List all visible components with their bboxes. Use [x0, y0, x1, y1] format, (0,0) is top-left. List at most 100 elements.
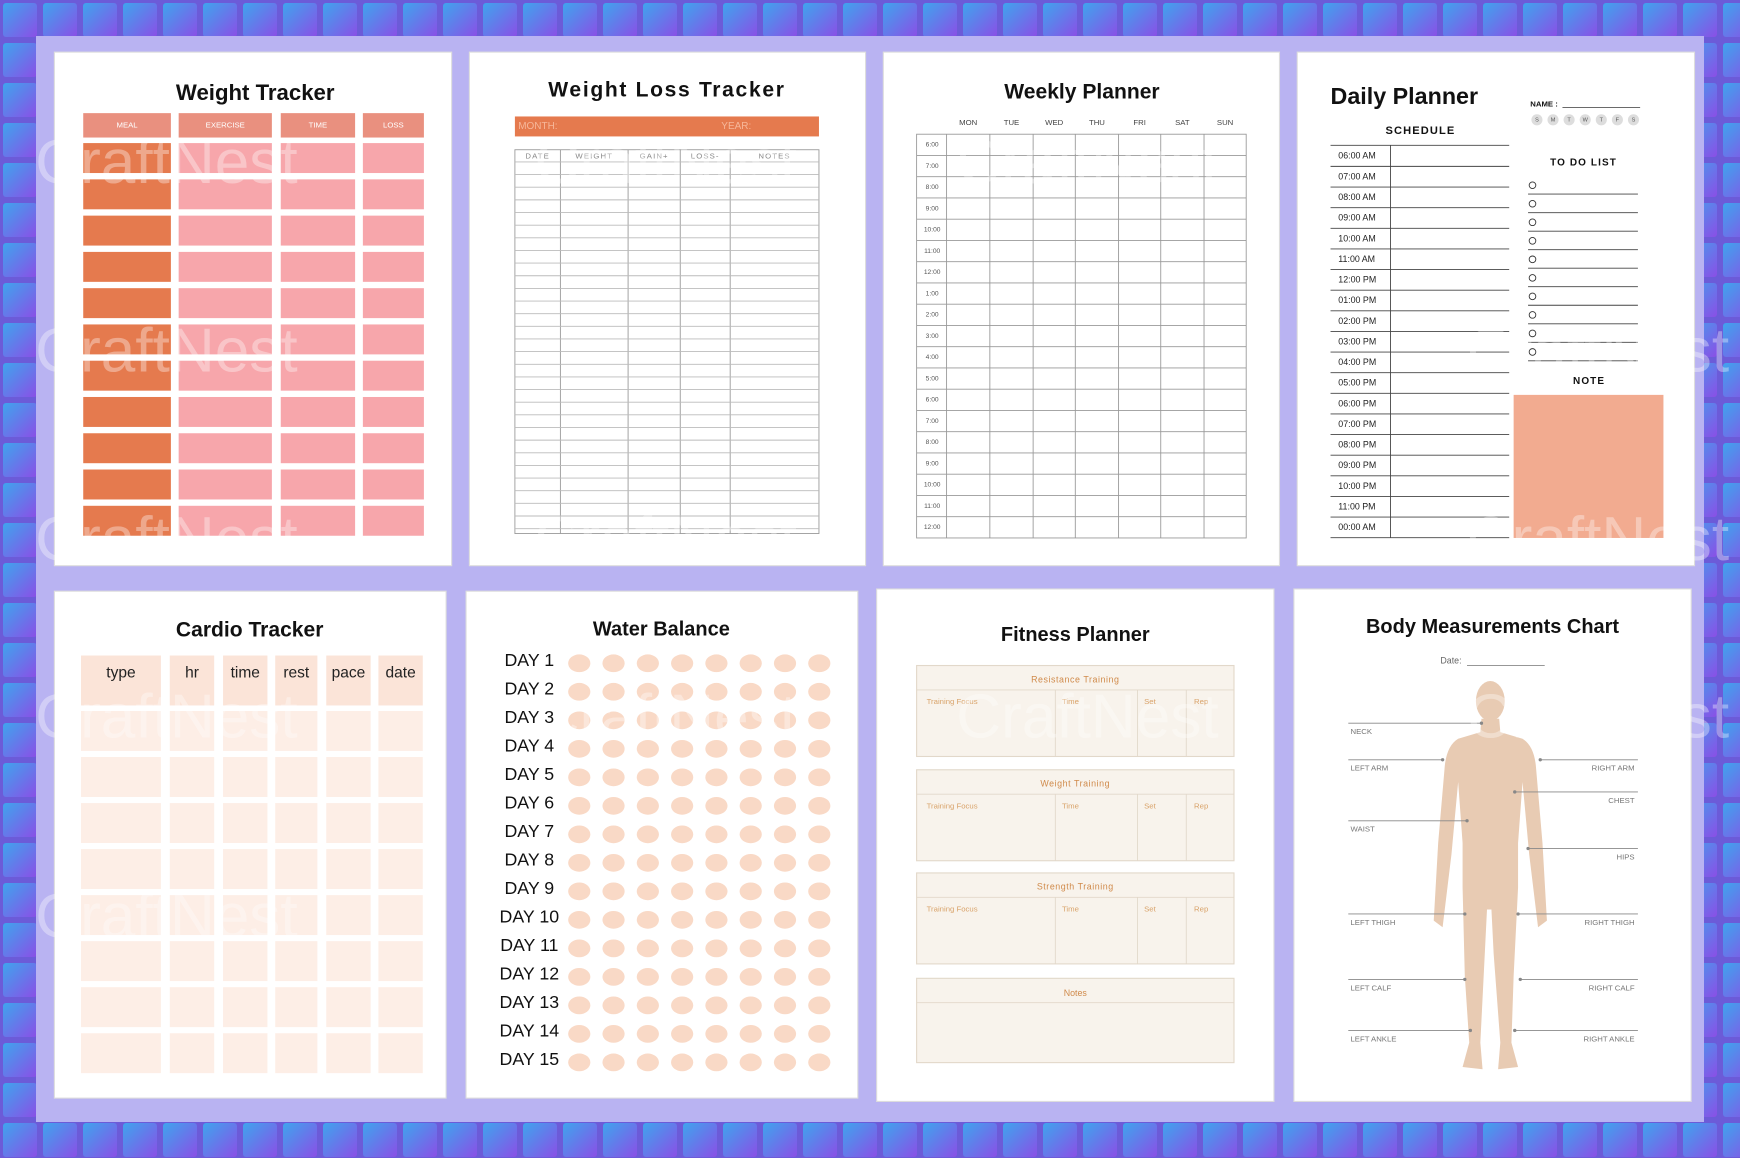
cell [169, 849, 215, 890]
time-label: 11:00 AM [1338, 254, 1375, 264]
time-label: 00:00 AM [1338, 522, 1375, 532]
weekday-circle [1611, 114, 1623, 126]
cell [378, 849, 423, 890]
water-drop [705, 768, 728, 787]
water-drop [636, 910, 659, 929]
water-drop [773, 1025, 797, 1043]
column-header: LOSS- [691, 151, 720, 160]
water-drop [602, 768, 625, 787]
header-cell [378, 655, 423, 706]
day-label: TUE [1004, 118, 1020, 127]
cell [178, 324, 272, 355]
column-label: Time [1062, 697, 1079, 706]
water-drop [808, 1053, 831, 1072]
cell [362, 179, 424, 210]
water-drop [773, 654, 797, 673]
column-label: Time [1062, 801, 1079, 810]
water-drop [671, 967, 694, 986]
water-drop [773, 939, 797, 958]
header-cell [178, 113, 272, 138]
time-label: 07:00 AM [1338, 171, 1375, 181]
section-title: Weight Training [1040, 779, 1110, 789]
column-header: GAIN+ [640, 151, 669, 160]
todo-checkbox [1528, 181, 1537, 190]
cell [83, 469, 171, 500]
measure-label: LEFT ARM [1351, 764, 1389, 773]
title: Daily Planner [1331, 83, 1479, 109]
water-drop [568, 796, 591, 815]
water-drop [808, 910, 831, 929]
cell [223, 803, 268, 843]
water-drop [705, 853, 728, 872]
water-drop [568, 711, 591, 730]
cell [178, 396, 272, 427]
water-drop [671, 939, 694, 958]
todo-checkbox [1528, 237, 1537, 245]
cell [280, 433, 356, 464]
water-drop [773, 768, 797, 787]
time-label: 08:00 PM [1338, 440, 1376, 450]
header-cell [362, 113, 424, 138]
time-label: 03:00 PM [1338, 336, 1376, 346]
cell [178, 433, 272, 464]
water-drop [705, 1053, 728, 1072]
cell [178, 288, 272, 319]
measure-label: HIPS [1616, 852, 1634, 861]
column-label: Set [1144, 801, 1156, 810]
column-label: Set [1144, 905, 1156, 914]
time-label: 8:00 [926, 184, 939, 191]
cell [178, 360, 272, 391]
weekday-label: S [1535, 117, 1539, 123]
water-drop [636, 654, 659, 673]
month-bar [514, 116, 819, 137]
column-label: Rep [1194, 905, 1208, 914]
water-drop [568, 1053, 591, 1072]
column-header: time [231, 664, 260, 681]
water-drop [636, 1025, 659, 1043]
cell [178, 179, 272, 210]
day-label: DAY 10 [500, 906, 560, 926]
todo-checkbox [1528, 292, 1537, 301]
water-drop [636, 739, 659, 758]
water-drop [705, 682, 728, 701]
time-label: 07:00 PM [1338, 419, 1376, 429]
watermark: CraftNest [35, 128, 297, 197]
cell [326, 710, 371, 751]
header-cell [169, 655, 215, 706]
cell [362, 505, 424, 536]
title: Weight Loss Tracker [548, 79, 785, 102]
cell [326, 757, 371, 797]
water-drop [568, 996, 591, 1015]
cell [81, 757, 161, 797]
water-drop [568, 939, 591, 958]
column-header: NOTES [758, 151, 790, 160]
cell [275, 710, 318, 751]
water-drop [636, 967, 659, 986]
water-drop [568, 1025, 591, 1043]
water-drop [808, 739, 831, 758]
column-label: Rep [1194, 697, 1208, 706]
column-label: Training Focus [927, 697, 978, 706]
pointer-dot [1463, 977, 1467, 982]
cell [178, 143, 272, 174]
cell [280, 469, 356, 500]
water-drop [568, 682, 591, 701]
water-drop [568, 768, 591, 787]
day-label: DAY 2 [504, 678, 554, 698]
water-drop [568, 910, 591, 929]
water-drop [739, 996, 762, 1015]
section-title: Strength Training [1037, 882, 1114, 892]
column-header: EXERCISE [206, 120, 245, 129]
time-label: 5:00 [926, 375, 939, 382]
section-title: NOTE [1573, 376, 1605, 387]
header-cell [275, 655, 318, 706]
pointer-dot [1465, 819, 1469, 823]
weekday-circle [1579, 114, 1591, 126]
todo-checkbox [1528, 329, 1537, 338]
water-drop [773, 739, 797, 758]
water-drop [808, 939, 831, 958]
cell [275, 849, 318, 890]
cell [362, 251, 424, 282]
title: Body Measurements Chart [1366, 616, 1619, 638]
pointer-dot [1513, 1028, 1517, 1033]
